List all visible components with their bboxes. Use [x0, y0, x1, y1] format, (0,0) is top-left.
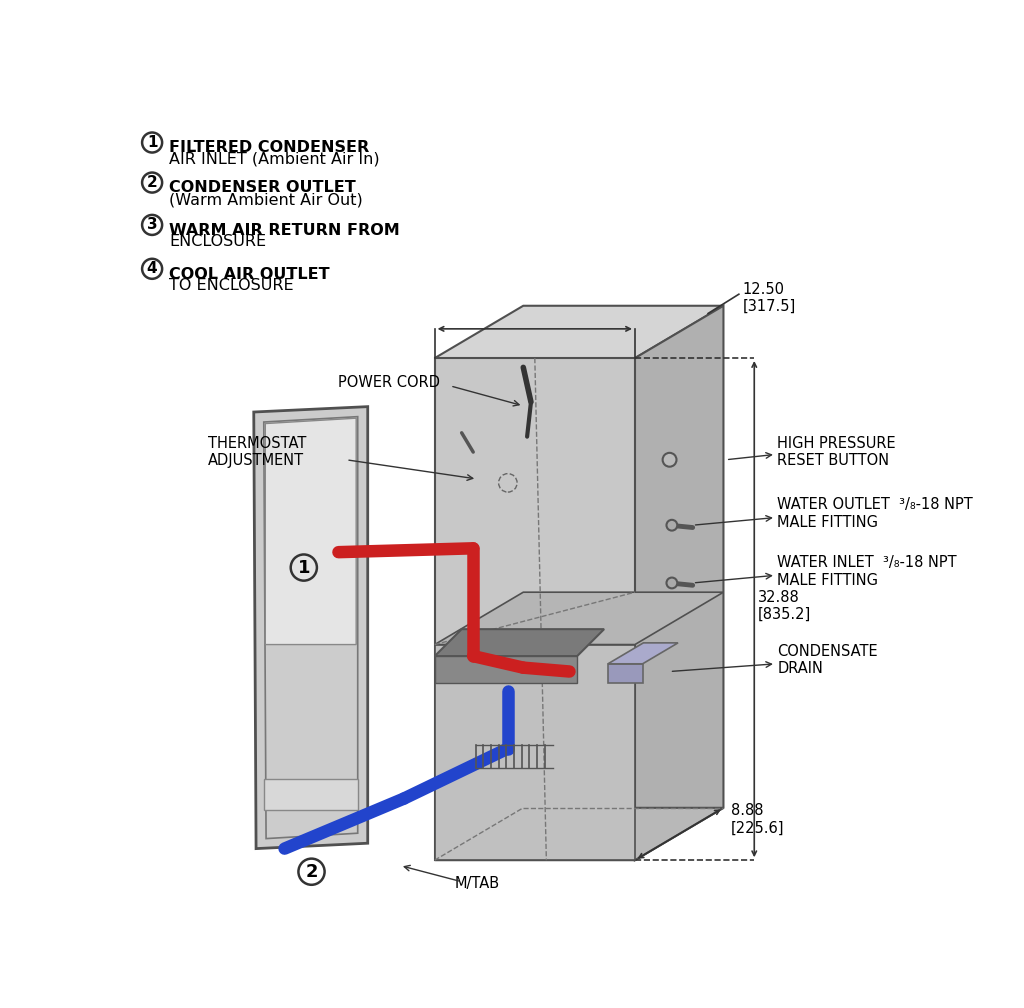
Text: 2: 2 — [305, 863, 317, 881]
Text: AIR INLET (Ambient Air In): AIR INLET (Ambient Air In) — [169, 152, 380, 167]
Polygon shape — [635, 305, 724, 860]
Text: 2: 2 — [146, 175, 158, 191]
Polygon shape — [264, 779, 357, 810]
Text: HIGH PRESSURE
RESET BUTTON: HIGH PRESSURE RESET BUTTON — [777, 435, 896, 469]
Text: (Warm Ambient Air Out): (Warm Ambient Air Out) — [169, 192, 362, 207]
Polygon shape — [254, 406, 368, 849]
Text: 1: 1 — [298, 558, 310, 577]
Text: 32.88
[835.2]: 32.88 [835.2] — [758, 590, 811, 622]
Polygon shape — [435, 629, 604, 656]
Text: 1: 1 — [146, 135, 158, 150]
Polygon shape — [435, 807, 724, 860]
Polygon shape — [435, 593, 724, 644]
Text: POWER CORD: POWER CORD — [339, 375, 440, 390]
Polygon shape — [608, 664, 643, 683]
Text: WARM AIR RETURN FROM: WARM AIR RETURN FROM — [169, 223, 399, 238]
Text: COOL AIR OUTLET: COOL AIR OUTLET — [169, 267, 330, 281]
Polygon shape — [435, 644, 635, 860]
Text: M/TAB: M/TAB — [455, 876, 500, 891]
Polygon shape — [435, 305, 724, 358]
Polygon shape — [608, 643, 678, 664]
Text: WATER OUTLET  ³/₈-18 NPT
MALE FITTING: WATER OUTLET ³/₈-18 NPT MALE FITTING — [777, 498, 973, 530]
Circle shape — [663, 453, 677, 467]
Polygon shape — [435, 656, 578, 683]
Text: 8.88
[225.6]: 8.88 [225.6] — [731, 803, 784, 836]
Text: 3: 3 — [146, 218, 158, 233]
Text: TO ENCLOSURE: TO ENCLOSURE — [169, 278, 294, 293]
Polygon shape — [265, 418, 356, 644]
Circle shape — [667, 578, 677, 589]
Text: CONDENSER OUTLET: CONDENSER OUTLET — [169, 180, 355, 196]
Circle shape — [667, 520, 677, 530]
Text: ENCLOSURE: ENCLOSURE — [169, 234, 266, 249]
Text: 4: 4 — [146, 261, 158, 276]
Text: 12.50
[317.5]: 12.50 [317.5] — [742, 282, 796, 314]
Polygon shape — [435, 358, 635, 860]
Text: WATER INLET  ³/₈-18 NPT
MALE FITTING: WATER INLET ³/₈-18 NPT MALE FITTING — [777, 555, 957, 588]
Text: FILTERED CONDENSER: FILTERED CONDENSER — [169, 140, 370, 155]
Text: CONDENSATE
DRAIN: CONDENSATE DRAIN — [777, 644, 878, 676]
Text: THERMOSTAT
ADJUSTMENT: THERMOSTAT ADJUSTMENT — [208, 435, 306, 469]
